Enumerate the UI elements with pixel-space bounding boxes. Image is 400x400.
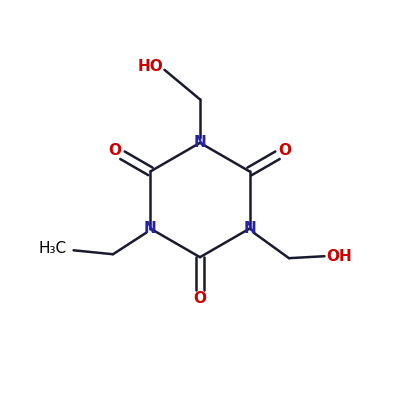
Text: N: N xyxy=(243,221,256,236)
Text: N: N xyxy=(144,221,157,236)
Text: O: O xyxy=(278,143,292,158)
Text: H₃C: H₃C xyxy=(39,241,67,256)
Text: O: O xyxy=(194,291,206,306)
Text: N: N xyxy=(194,135,206,150)
Text: HO: HO xyxy=(138,59,164,74)
Text: OH: OH xyxy=(326,249,352,264)
Text: O: O xyxy=(108,143,122,158)
